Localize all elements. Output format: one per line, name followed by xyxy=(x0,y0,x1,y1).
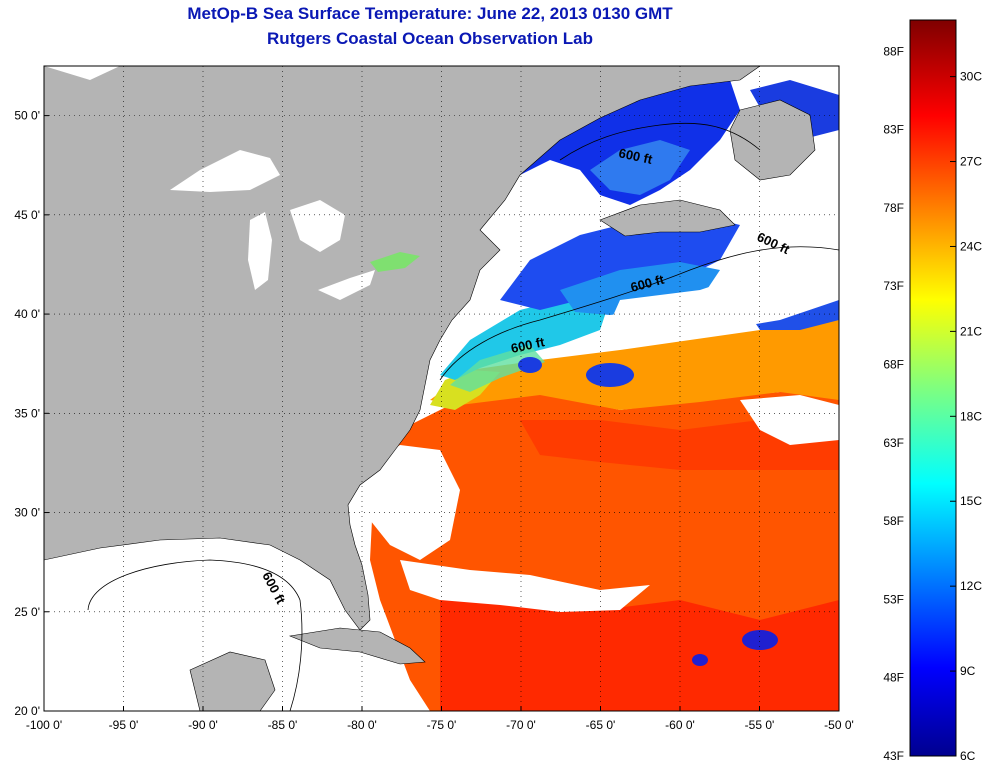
cold-eddy-3 xyxy=(742,630,778,650)
colorbar-c-label: 9C xyxy=(960,664,976,678)
contour-label-midatlantic: 600 ft xyxy=(510,334,547,356)
colorbar-f-label: 88F xyxy=(883,44,904,58)
lon-tick-label: -70 0' xyxy=(506,718,536,732)
cloud-patch-bahamas xyxy=(400,560,650,612)
cloud-patch-north xyxy=(600,255,839,345)
colorbar-f-label: 78F xyxy=(883,201,904,215)
colorbar-c-label: 27C xyxy=(960,155,982,169)
colorbar-celsius-labels: 30C 27C 24C 21C 18C 15C 12C 9C 6C xyxy=(950,70,982,763)
lake-michigan xyxy=(248,212,272,290)
colorbar xyxy=(909,19,957,757)
colorbar-f-label: 73F xyxy=(883,279,904,293)
contour-600ft-atlantic xyxy=(439,246,839,381)
colorbar-c-label: 18C xyxy=(960,409,982,423)
colorbar-c-label: 12C xyxy=(960,579,982,593)
colorbar-c-label: 30C xyxy=(960,70,982,84)
cuba-land xyxy=(288,627,426,665)
mid-latitude-water xyxy=(430,320,839,410)
lon-tick-label: -55 0' xyxy=(745,718,775,732)
colorbar-f-label: 43F xyxy=(883,749,904,763)
lat-tick-label: 30 0' xyxy=(14,506,40,520)
colorbar-c-label: 21C xyxy=(960,324,982,338)
colorbar-c-label: 24C xyxy=(960,239,982,253)
colorbar-fahrenheit-labels: 88F 83F 78F 73F 68F 63F 58F 53F 48F 43F xyxy=(883,44,904,763)
lat-tick-label: 50 0' xyxy=(14,109,40,123)
st-lawrence-inner xyxy=(590,140,690,195)
cold-eddy-2 xyxy=(518,357,542,373)
contour-label-stlawrence: 600 ft xyxy=(617,145,654,167)
lake-erie xyxy=(318,270,375,300)
lat-tick-label: 40 0' xyxy=(14,307,40,321)
cold-water-st-lawrence xyxy=(520,80,740,205)
lon-tick-label: -90 0' xyxy=(188,718,218,732)
colorbar-f-label: 68F xyxy=(883,358,904,372)
cold-water-gulf-of-maine xyxy=(500,215,740,310)
lon-tick-label: -60 0' xyxy=(665,718,695,732)
lat-tick-label: 20 0' xyxy=(14,704,40,718)
lon-tick-label: -100 0' xyxy=(26,718,62,732)
nova-scotia-land xyxy=(599,199,736,237)
newfoundland-land xyxy=(729,99,816,181)
lon-tick-label: -85 0' xyxy=(268,718,298,732)
colorbar-f-label: 53F xyxy=(883,592,904,606)
hudson-bay-sliver xyxy=(44,66,120,80)
colorbar-f-label: 48F xyxy=(883,671,904,685)
cloud-patch-southeast-coast xyxy=(360,445,460,560)
lake-huron xyxy=(290,200,345,252)
cold-eddy-1 xyxy=(586,363,634,387)
longitude-axis: -100 0' -95 0' -90 0' -85 0' -80 0' -75 0' -70… xyxy=(26,706,854,732)
lat-tick-label: 45 0' xyxy=(14,208,40,222)
colorbar-f-label: 58F xyxy=(883,514,904,528)
colorbar-c-label: 15C xyxy=(960,494,982,508)
map-subtitle: Rutgers Coastal Ocean Observation Lab xyxy=(267,29,593,48)
colorbar-f-label: 83F xyxy=(883,123,904,137)
lon-tick-label: -50 0' xyxy=(824,718,854,732)
contour-600ft-stlawrence xyxy=(559,122,761,161)
latitude-axis: 20 0' 25 0' 30 0' 35 0' 40 0' 45 0' 50 0' xyxy=(14,109,49,718)
lon-tick-label: -80 0' xyxy=(347,718,377,732)
cold-eddy-4 xyxy=(692,654,708,666)
lat-tick-label: 25 0' xyxy=(14,605,40,619)
lat-tick-label: 35 0' xyxy=(14,406,40,420)
lake-ontario xyxy=(370,252,420,272)
lon-tick-label: -65 0' xyxy=(586,718,616,732)
colorbar-c-label: 6C xyxy=(960,749,976,763)
lon-tick-label: -95 0' xyxy=(109,718,139,732)
map-title: MetOp-B Sea Surface Temperature: June 22… xyxy=(187,4,673,23)
yucatan-land xyxy=(189,651,276,711)
contour-600ft-gulf xyxy=(87,559,303,711)
lon-tick-label: -75 0' xyxy=(427,718,457,732)
cloud-patch-east xyxy=(740,395,839,445)
hot-water-south xyxy=(440,590,839,711)
lake-superior xyxy=(170,150,280,192)
north-america-land xyxy=(44,66,761,631)
gulf-of-mexico xyxy=(44,538,360,711)
colorbar-f-label: 63F xyxy=(883,436,904,450)
